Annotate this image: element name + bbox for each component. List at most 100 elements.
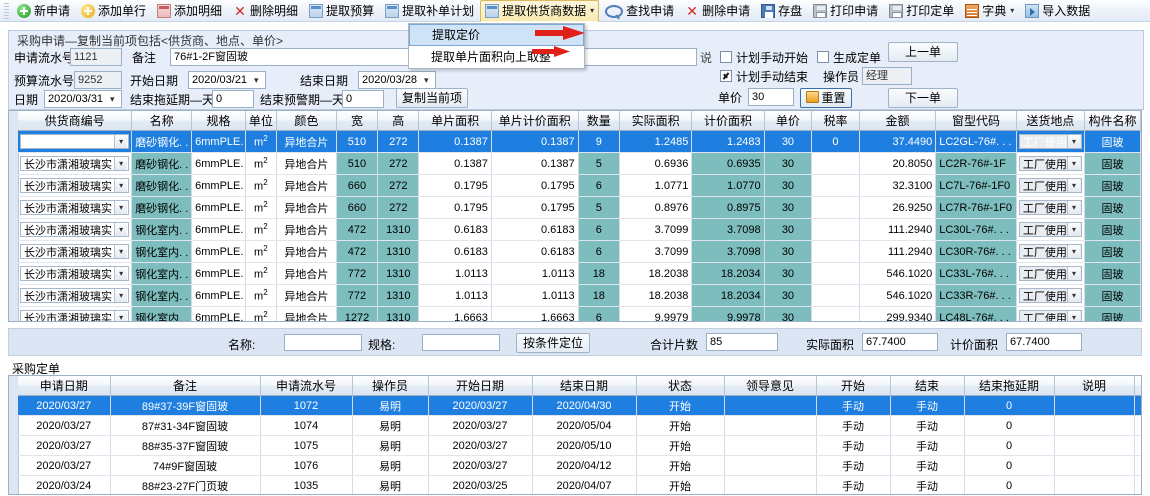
order-cell-delay[interactable]: 0: [964, 475, 1055, 494]
delivery-place-combo[interactable]: 工厂使用 ▾: [1018, 244, 1083, 259]
detail-table-row[interactable]: 长沙市潇湘玻璃实 . . .▾钢化室内. . .6mmPLE. . .m2异地合…: [18, 262, 1141, 285]
detail-cell-area[interactable]: 1.0113: [418, 262, 492, 285]
toolbar-button-11[interactable]: 打印定单: [884, 0, 959, 22]
toolbar-button-1[interactable]: 添加单行: [76, 0, 151, 22]
detail-cell-spec[interactable]: 6mmPLE. . .: [191, 218, 246, 241]
supplier-combo[interactable]: 长沙市潇湘玻璃实 . . .▾: [20, 244, 130, 259]
detail-cell-area[interactable]: 1.6663: [418, 306, 492, 321]
order-cell-finish[interactable]: 手动: [890, 395, 965, 416]
detail-cell-amount[interactable]: 111.2940: [859, 240, 937, 263]
detail-col-header-9[interactable]: 数量: [578, 111, 620, 131]
order-col-header-8[interactable]: 开始: [816, 376, 891, 396]
detail-cell-part[interactable]: 固玻: [1084, 262, 1141, 285]
detail-cell-color[interactable]: 异地合片: [276, 218, 337, 241]
detail-cell-supplier[interactable]: 长沙市潇湘玻璃实 . . .▾: [18, 262, 133, 285]
detail-cell-h[interactable]: 1310: [377, 262, 420, 285]
detail-cell-qty[interactable]: 6: [578, 218, 620, 241]
order-cell-operator[interactable]: 易明: [352, 415, 429, 436]
detail-cell-unit[interactable]: m2: [245, 218, 277, 241]
detail-cell-code[interactable]: LC48L-76#. . .: [935, 306, 1017, 321]
order-cell-end[interactable]: 2020/04/30: [532, 395, 637, 416]
detail-cell-price[interactable]: 30: [764, 196, 813, 219]
chevron-down-icon[interactable]: ▾: [1067, 179, 1081, 192]
checkbox-plan-manual-start[interactable]: [720, 51, 732, 63]
order-cell-status[interactable]: 开始: [636, 455, 725, 476]
order-cell-begin[interactable]: 手动: [816, 395, 891, 416]
chevron-down-icon[interactable]: ▾: [114, 201, 128, 214]
detail-col-header-4[interactable]: 颜色: [276, 111, 337, 131]
start-date-chevron-down-icon[interactable]: ▾: [254, 75, 259, 85]
detail-cell-name[interactable]: 钢化室内. . .: [131, 262, 193, 285]
order-col-header-11[interactable]: 说明: [1054, 376, 1135, 396]
detail-cell-qty[interactable]: 5: [578, 152, 620, 175]
detail-col-header-0[interactable]: 供货商编号: [18, 111, 133, 131]
detail-cell-parea[interactable]: 0.1795: [491, 174, 579, 197]
detail-col-header-15[interactable]: 窗型代码: [935, 111, 1017, 131]
detail-cell-calcarea[interactable]: 18.2034: [691, 284, 765, 307]
detail-table-row[interactable]: 长沙市潇湘玻璃实 . . .▾磨砂钢化. . .6mmPLE. . .m2异地合…: [18, 174, 1141, 197]
order-table-row[interactable]: 2020/03/27 89#37-39F窗固玻 1072 易明 2020/03/27 20…: [18, 395, 1141, 416]
detail-cell-color[interactable]: 异地合片: [276, 306, 337, 321]
order-cell-serial[interactable]: 1035: [260, 475, 353, 494]
detail-cell-spec[interactable]: 6mmPLE. . .: [191, 284, 246, 307]
order-cell-operator[interactable]: 易明: [352, 455, 429, 476]
detail-cell-code[interactable]: LC33L-76#. . .: [935, 262, 1017, 285]
chevron-down-icon[interactable]: ▾: [1067, 201, 1081, 214]
supplier-combo[interactable]: 长沙市潇湘玻璃实 . . .▾: [20, 178, 130, 193]
order-cell-begin[interactable]: 手动: [816, 415, 891, 436]
toolbar-button-4[interactable]: 提取预算: [304, 0, 379, 22]
detail-cell-unit[interactable]: m2: [245, 240, 277, 263]
detail-cell-color[interactable]: 异地合片: [276, 284, 337, 307]
detail-cell-h[interactable]: 1310: [377, 240, 420, 263]
detail-cell-area[interactable]: 1.0113: [418, 284, 492, 307]
detail-cell-amount[interactable]: 546.1020: [859, 262, 937, 285]
supplier-combo[interactable]: 长沙市潇湘玻璃实 . . .▾: [20, 310, 130, 321]
detail-col-header-8[interactable]: 单片计价面积: [491, 111, 579, 131]
order-col-header-7[interactable]: 领导意见: [724, 376, 817, 396]
detail-cell-color[interactable]: 异地合片: [276, 130, 337, 153]
detail-cell-qty[interactable]: 18: [578, 284, 620, 307]
order-col-header-5[interactable]: 结束日期: [532, 376, 637, 396]
order-cell-status[interactable]: 开始: [636, 395, 725, 416]
unit-price-field[interactable]: 30: [748, 88, 794, 106]
order-cell-remark[interactable]: 89#37-39F窗固玻: [110, 395, 261, 416]
detail-cell-name[interactable]: 钢化室内. . .: [131, 240, 193, 263]
order-cell-finish[interactable]: 手动: [890, 475, 965, 494]
detail-cell-amount[interactable]: 32.3100: [859, 174, 937, 197]
order-cell-serial[interactable]: 1075: [260, 435, 353, 456]
order-cell-begin[interactable]: 手动: [816, 475, 891, 494]
order-col-header-1[interactable]: 备注: [110, 376, 261, 396]
order-cell-end[interactable]: 2020/04/07: [532, 475, 637, 494]
order-grid[interactable]: 申请日期备注申请流水号操作员开始日期结束日期状态领导意见开始结束结束拖延期说明打…: [8, 375, 1142, 495]
order-cell-status[interactable]: 开始: [636, 435, 725, 456]
supplier-combo[interactable]: 长沙市潇湘玻璃实 . . .▾: [20, 200, 130, 215]
detail-cell-w[interactable]: 772: [336, 284, 379, 307]
order-cell-print[interactable]: 未打印: [1134, 435, 1141, 456]
delivery-place-combo[interactable]: 工厂使用 ▾: [1018, 156, 1083, 171]
supplier-combo[interactable]: 长沙市潇湘玻璃实 . . .▾: [20, 288, 130, 303]
detail-cell-amount[interactable]: 299.9340: [859, 306, 937, 321]
toolbar-button-2[interactable]: 添加明细: [152, 0, 227, 22]
order-table-row[interactable]: 2020/03/24 88#23-27F门页玻 1035 易明 2020/03/25 20…: [18, 475, 1141, 494]
detail-cell-tax[interactable]: [811, 152, 860, 175]
order-cell-req_date[interactable]: 2020/03/27: [18, 415, 111, 436]
supplier-combo[interactable]: 长沙市潇湘玻璃实 . . .▾: [20, 222, 130, 237]
order-cell-delay[interactable]: 0: [964, 395, 1055, 416]
detail-cell-h[interactable]: 272: [377, 174, 420, 197]
detail-cell-price[interactable]: 30: [764, 284, 813, 307]
order-cell-opinion[interactable]: [724, 475, 817, 494]
order-cell-begin[interactable]: 手动: [816, 435, 891, 456]
detail-cell-parea[interactable]: 0.1795: [491, 196, 579, 219]
detail-cell-w[interactable]: 660: [336, 174, 379, 197]
chevron-down-icon[interactable]: ▾: [114, 223, 128, 236]
detail-cell-calcarea[interactable]: 3.7098: [691, 218, 765, 241]
budget-serial-field[interactable]: 9252: [74, 71, 122, 89]
chevron-down-icon[interactable]: ▾: [1067, 289, 1081, 302]
chevron-down-icon[interactable]: ▾: [114, 289, 128, 302]
detail-cell-place[interactable]: 工厂使用 ▾: [1016, 152, 1086, 175]
order-col-header-0[interactable]: 申请日期: [18, 376, 111, 396]
detail-cell-supplier[interactable]: 长沙市潇湘玻璃实 . . .▾: [18, 306, 133, 321]
detail-cell-price[interactable]: 30: [764, 130, 813, 153]
detail-cell-area[interactable]: 0.6183: [418, 240, 492, 263]
detail-cell-w[interactable]: 660: [336, 196, 379, 219]
